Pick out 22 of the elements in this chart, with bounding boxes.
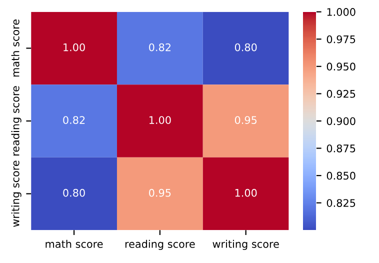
color-bar-label: 0.875 (326, 144, 356, 152)
color-bar-label: 0.850 (326, 172, 356, 180)
color-bar-label: 0.975 (326, 35, 356, 44)
data-label: 1.00 (149, 116, 171, 124)
data-label: 0.80 (234, 43, 257, 52)
data-label: 1.00 (235, 188, 257, 197)
data-label: 0.82 (149, 43, 170, 52)
y-tick-label: math score (11, 20, 20, 77)
data-label: 0.95 (149, 188, 171, 197)
y-tick-label: reading score (11, 86, 22, 156)
color-bar-label: 0.900 (326, 117, 356, 126)
color-bar-label: 0.825 (326, 199, 356, 207)
x-tick-label: reading score (125, 240, 195, 250)
x-tick-label: writing score (212, 240, 279, 250)
color-bar-label: 0.925 (326, 90, 356, 98)
data-label: 0.82 (63, 116, 85, 124)
data-label: 0.95 (234, 116, 257, 124)
data-label: 0.80 (63, 188, 85, 197)
color-bar-label: 0.950 (326, 62, 356, 71)
x-tick-label: math score (46, 240, 103, 248)
data-label: 1.00 (64, 43, 85, 52)
color-bar-label: 1.000 (327, 8, 356, 16)
